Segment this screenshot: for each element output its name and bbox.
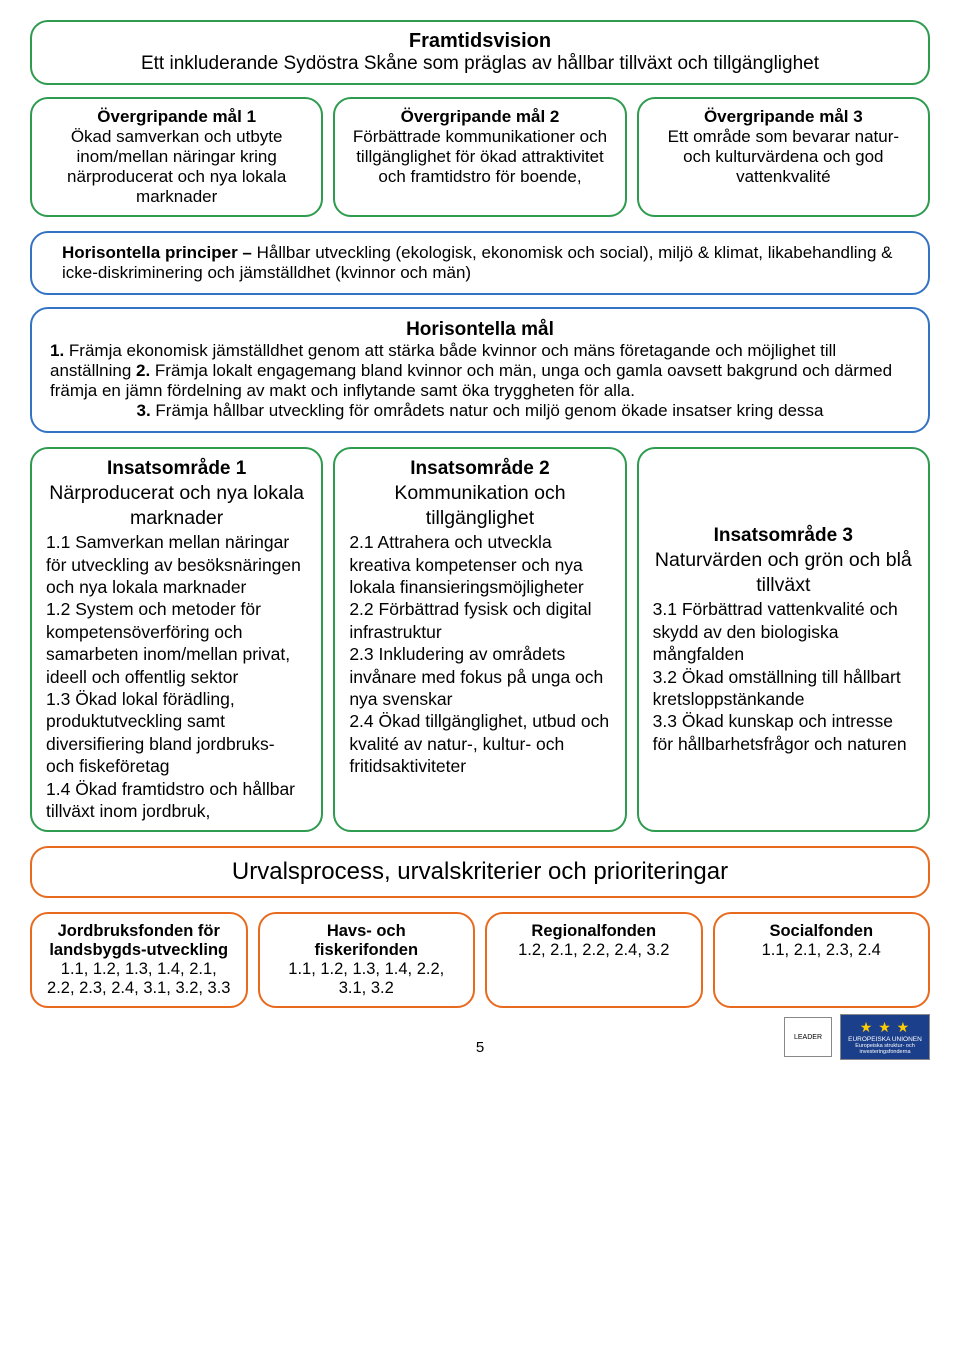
footer: 5 LEADER ★ ★ ★ EUROPEISKA UNIONEN Europe… bbox=[30, 1014, 930, 1060]
principles-lead-bold: Horisontella principer – bbox=[62, 243, 257, 262]
area-2-body: 2.1 Attrahera och utveckla kreativa komp… bbox=[349, 531, 610, 777]
eu-logo-line1: EUROPEISKA UNIONEN bbox=[843, 1036, 927, 1043]
goal-box-3: Övergripande mål 3 Ett område som bevara… bbox=[637, 97, 930, 217]
fund-4-nums: 1.1, 2.1, 2.3, 2.4 bbox=[729, 941, 915, 960]
area-2-title: Insatsområde 2 bbox=[349, 457, 610, 481]
area-1-body: 1.1 Samverkan mellan näringar för utveck… bbox=[46, 531, 307, 822]
eu-logo-icon: ★ ★ ★ EUROPEISKA UNIONEN Europeiska stru… bbox=[840, 1014, 930, 1060]
horizontal-principles-box: Horisontella principer – Hållbar utveckl… bbox=[30, 231, 930, 295]
fund-box-3: Regionalfonden 1.2, 2.1, 2.2, 2.4, 3.2 bbox=[485, 912, 703, 1008]
goal-2-body: Förbättrade kommunikationer och tillgäng… bbox=[349, 127, 610, 187]
page-number: 5 bbox=[476, 1039, 484, 1056]
area-box-2: Insatsområde 2 Kommunikation och tillgän… bbox=[333, 447, 626, 832]
vision-box: Framtidsvision Ett inkluderande Sydöstra… bbox=[30, 20, 930, 85]
fund-4-title: Socialfonden bbox=[729, 922, 915, 941]
horizontal-goals-body: 1. Främja ekonomisk jämställdhet genom a… bbox=[50, 341, 910, 421]
area-3-sub: Naturvärden och grön och blå tillväxt bbox=[653, 548, 914, 598]
horizontal-goals-box: Horisontella mål 1. Främja ekonomisk jäm… bbox=[30, 307, 930, 433]
goal-2-title: Övergripande mål 2 bbox=[349, 107, 610, 127]
areas-row: Insatsområde 1 Närproducerat och nya lok… bbox=[30, 447, 930, 832]
vision-subtitle: Ett inkluderande Sydöstra Skåne som präg… bbox=[46, 53, 914, 75]
goals-row: Övergripande mål 1 Ökad samverkan och ut… bbox=[30, 97, 930, 217]
hmal-num-3: 3. bbox=[137, 401, 156, 420]
leader-logo-icon: LEADER bbox=[784, 1017, 832, 1057]
selection-process-box: Urvalsprocess, urvalskriterier och prior… bbox=[30, 846, 930, 898]
fund-3-title: Regionalfonden bbox=[501, 922, 687, 941]
area-box-1: Insatsområde 1 Närproducerat och nya lok… bbox=[30, 447, 323, 832]
hmal-num-2: 2. bbox=[136, 361, 155, 380]
fund-1-title: Jordbruksfonden för landsbygds-utvecklin… bbox=[46, 922, 232, 960]
goal-3-body: Ett område som bevarar natur- och kultur… bbox=[653, 127, 914, 187]
hmal-num-1: 1. bbox=[50, 341, 69, 360]
eu-stars-icon: ★ ★ ★ bbox=[843, 1019, 927, 1036]
vision-title: Framtidsvision bbox=[46, 30, 914, 53]
area-1-sub: Närproducerat och nya lokala marknader bbox=[46, 481, 307, 531]
fund-3-nums: 1.2, 2.1, 2.2, 2.4, 3.2 bbox=[501, 941, 687, 960]
fund-box-4: Socialfonden 1.1, 2.1, 2.3, 2.4 bbox=[713, 912, 931, 1008]
funds-row: Jordbruksfonden för landsbygds-utvecklin… bbox=[30, 912, 930, 1008]
goal-box-1: Övergripande mål 1 Ökad samverkan och ut… bbox=[30, 97, 323, 217]
leader-logo-text: LEADER bbox=[794, 1034, 822, 1041]
area-3-body: 3.1 Förbättrad vattenkvalité och skydd a… bbox=[653, 598, 914, 755]
goal-3-title: Övergripande mål 3 bbox=[653, 107, 914, 127]
fund-box-1: Jordbruksfonden för landsbygds-utvecklin… bbox=[30, 912, 248, 1008]
area-3-title: Insatsområde 3 bbox=[653, 524, 914, 548]
hmal-text-3: Främja hållbar utveckling för områdets n… bbox=[155, 401, 823, 420]
goal-box-2: Övergripande mål 2 Förbättrade kommunika… bbox=[333, 97, 626, 217]
goal-1-title: Övergripande mål 1 bbox=[46, 107, 307, 127]
eu-logo-line2: Europeiska struktur- och investeringsfon… bbox=[843, 1043, 927, 1055]
hmal-text-2: Främja lokalt engagemang bland kvinnor o… bbox=[50, 361, 892, 400]
fund-1-nums: 1.1, 1.2, 1.3, 1.4, 2.1, 2.2, 2.3, 2.4, … bbox=[46, 960, 232, 998]
area-box-3: Insatsområde 3 Naturvärden och grön och … bbox=[637, 447, 930, 832]
area-1-title: Insatsområde 1 bbox=[46, 457, 307, 481]
fund-2-nums: 1.1, 1.2, 1.3, 1.4, 2.2, 3.1, 3.2 bbox=[274, 960, 460, 998]
area-2-sub: Kommunikation och tillgänglighet bbox=[349, 481, 610, 531]
fund-box-2: Havs- och fiskerifonden 1.1, 1.2, 1.3, 1… bbox=[258, 912, 476, 1008]
goal-1-body: Ökad samverkan och utbyte inom/mellan nä… bbox=[46, 127, 307, 207]
fund-2-title: Havs- och fiskerifonden bbox=[274, 922, 460, 960]
horizontal-goals-title: Horisontella mål bbox=[50, 319, 910, 341]
